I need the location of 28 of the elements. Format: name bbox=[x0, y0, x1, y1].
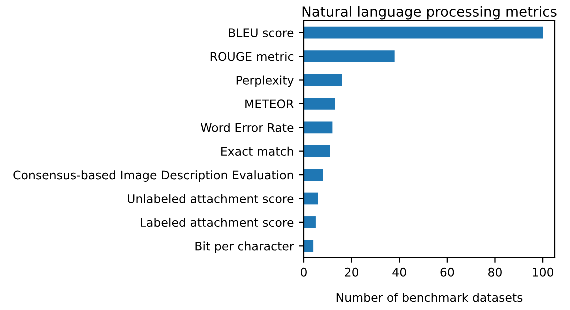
y-tick-label: METEOR bbox=[246, 100, 294, 109]
bar bbox=[304, 26, 544, 39]
bar bbox=[304, 122, 333, 134]
y-tick-label: BLEU score bbox=[229, 28, 294, 38]
x-tick-label: 20 bbox=[345, 268, 359, 277]
x-axis-title: Number of benchmark datasets bbox=[336, 293, 523, 302]
y-tick-label: Consensus-based Image Description Evaluation bbox=[14, 170, 294, 182]
bar bbox=[304, 50, 395, 62]
bar bbox=[304, 98, 336, 110]
x-tick-label: 40 bbox=[392, 268, 406, 277]
bar bbox=[304, 216, 316, 228]
bar bbox=[304, 192, 318, 205]
chart-title: Natural language processing metrics bbox=[302, 6, 557, 20]
y-tick-label: Unlabeled attachment score bbox=[128, 194, 294, 204]
y-tick-label: Bit per character bbox=[196, 242, 294, 254]
bar bbox=[304, 240, 314, 252]
y-tick-label: Labeled attachment score bbox=[141, 218, 294, 228]
bar bbox=[304, 74, 342, 86]
x-tick-label: 80 bbox=[488, 268, 502, 277]
y-tick-label: ROUGE metric bbox=[210, 52, 294, 62]
x-tick-label: 60 bbox=[440, 268, 454, 277]
y-tick-label: Word Error Rate bbox=[200, 123, 294, 132]
y-tick-label: Exact match bbox=[222, 146, 294, 156]
y-tick-label: Perplexity bbox=[236, 76, 294, 88]
x-tick-label: 0 bbox=[301, 268, 307, 277]
bar bbox=[304, 145, 330, 158]
bar bbox=[304, 169, 324, 181]
x-tick-label: 100 bbox=[533, 268, 554, 277]
